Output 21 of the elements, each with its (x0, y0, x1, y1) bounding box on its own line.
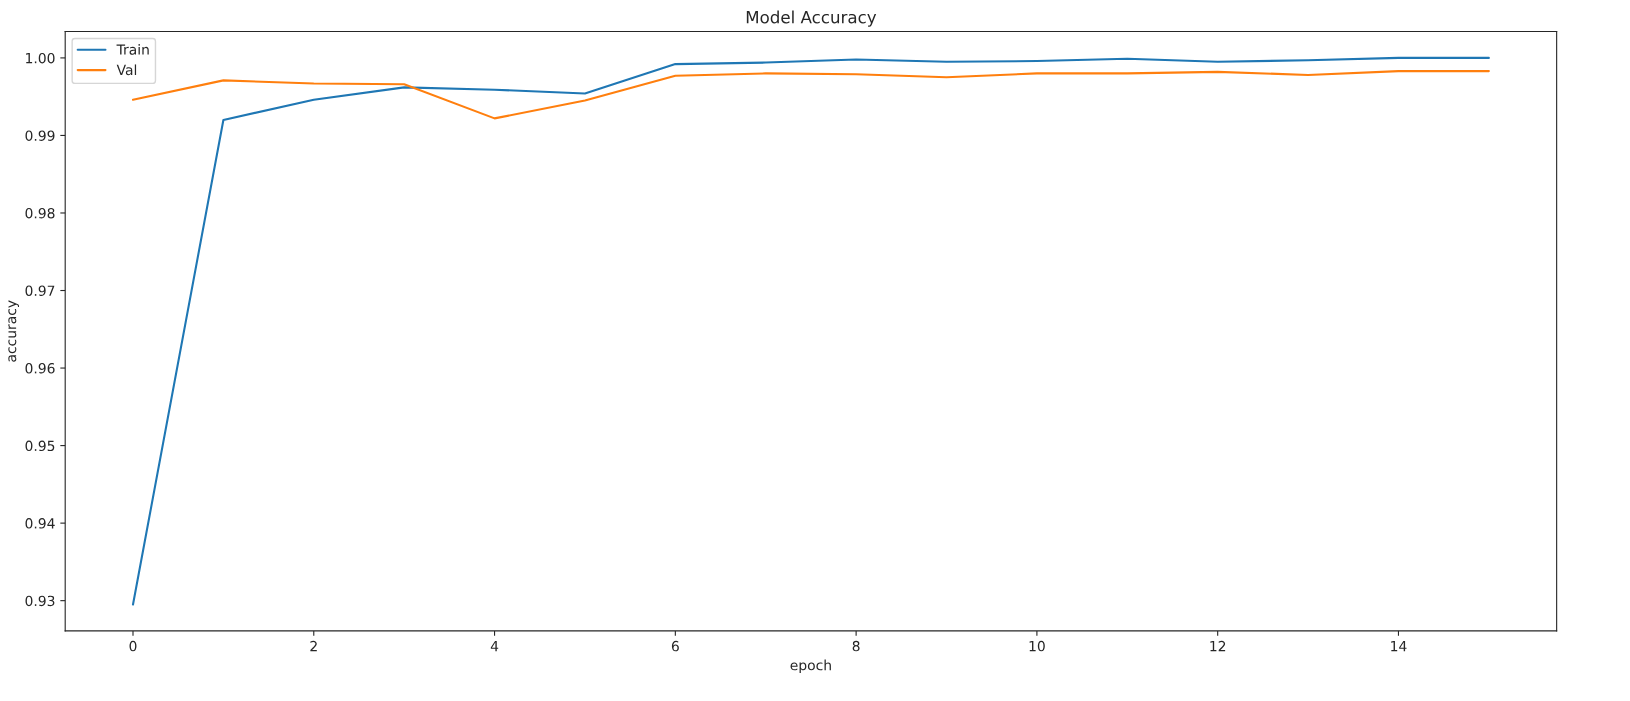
legend-label: Val (116, 64, 137, 76)
x-tick-label: 8 (852, 640, 860, 652)
y-axis-title: accuracy (8, 300, 19, 362)
y-tick-label: 1.00 (26, 52, 55, 64)
legend-label: Train (116, 44, 149, 55)
x-tick-label: 2 (310, 640, 317, 652)
y-tick-label: 0.96 (25, 363, 55, 374)
x-tick-label: 6 (671, 640, 679, 652)
x-axis-title: epoch (790, 659, 831, 674)
x-tick-label: 0 (129, 640, 137, 652)
y-tick-label: 0.93 (25, 595, 55, 607)
chart-title: Model Accuracy (746, 10, 877, 27)
x-tick-label: 10 (1029, 640, 1045, 652)
y-tick-label: 0.99 (25, 130, 55, 141)
y-tick-label: 0.97 (25, 285, 55, 296)
x-tick-label: 12 (1210, 640, 1226, 652)
y-tick-label: 0.98 (25, 207, 55, 219)
y-tick-label: 0.94 (25, 518, 55, 529)
x-tick-label: 4 (490, 641, 499, 652)
y-tick-label: 0.95 (25, 440, 55, 452)
x-tick-label: 14 (1391, 641, 1407, 652)
